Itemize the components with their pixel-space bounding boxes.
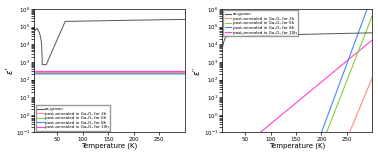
Y-axis label: ε’: ε’	[6, 67, 15, 74]
Legend: as-grown, post-annealed in Ga₂O₃ for 2h, post-annealed in Ga₂O₃ for 6h, post-ann: as-grown, post-annealed in Ga₂O₃ for 2h,…	[36, 105, 110, 131]
Legend: as-grown, post-annealed in Ga₂O₃ for 2h, post-annealed in Ga₂O₃ for 6h, post-ann: as-grown, post-annealed in Ga₂O₃ for 2h,…	[223, 10, 298, 36]
Y-axis label: ε′′: ε′′	[193, 67, 202, 75]
X-axis label: Temperature (K): Temperature (K)	[82, 143, 138, 149]
X-axis label: Temperature (K): Temperature (K)	[269, 143, 325, 149]
